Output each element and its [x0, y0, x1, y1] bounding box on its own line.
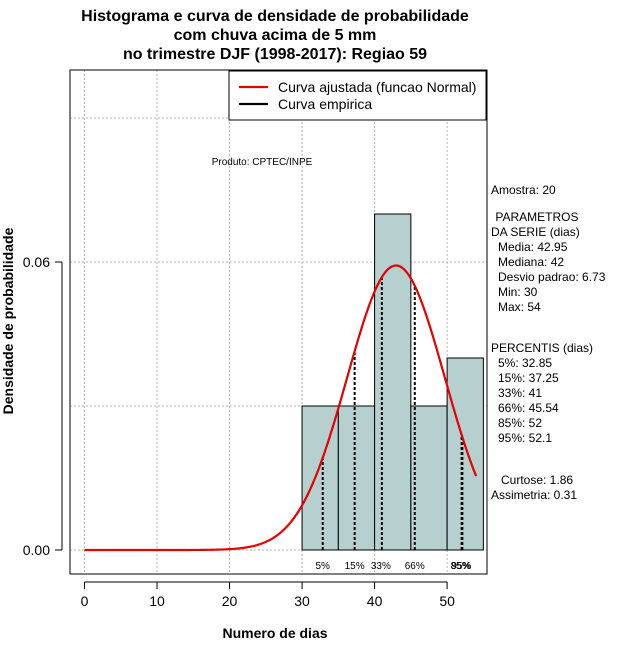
- y-tick-label-1: 0.06: [23, 254, 50, 270]
- histogram-bar-3: [410, 405, 448, 551]
- chart-title-line-3: no trimestre DJF (1998-2017): Regiao 59: [123, 46, 427, 63]
- legend: Curva ajustada (funcao Normal) Curva emp…: [228, 70, 487, 121]
- pct-5: 5%: 32.85: [498, 356, 552, 370]
- x-tick-label-3: 30: [294, 593, 310, 609]
- legend-label-fitted: Curva ajustada (funcao Normal): [278, 79, 476, 95]
- histogram-bar-2: [374, 213, 412, 551]
- pct-66: 66%: 45.54: [498, 401, 559, 415]
- percentile-label-0: 5%: [316, 561, 331, 572]
- x-tick-label-2: 20: [222, 593, 238, 609]
- sample-size: Amostra: 20: [491, 183, 556, 197]
- pct-85: 85%: 52: [498, 416, 542, 430]
- plot-frame: [69, 69, 488, 575]
- stat-mean: Media: 42.95: [498, 240, 568, 254]
- product-annotation: Produto: CPTEC/INPE: [212, 157, 313, 168]
- stat-skewness: Assimetria: 0.31: [491, 488, 577, 502]
- x-axis: 0 10 20 30 40 50: [81, 581, 455, 609]
- x-tick-label-4: 40: [367, 593, 383, 609]
- pct-33: 33%: 41: [498, 386, 542, 400]
- chart-title-line-2: com chuva acima de 5 mm: [174, 27, 377, 44]
- histogram-bar-1: [337, 405, 376, 551]
- x-tick-label-1: 10: [149, 593, 165, 609]
- params-heading: PARAMETROS: [492, 210, 578, 224]
- legend-box: [228, 70, 487, 121]
- y-axis: 0.00 0.06: [23, 254, 63, 558]
- y-axis-label: Densidade de probabilidade: [0, 227, 16, 414]
- x-tick-label-0: 0: [81, 593, 89, 609]
- histogram-bar-4: [446, 357, 484, 551]
- stat-sd: Desvio padrao: 6.73: [498, 270, 606, 284]
- percentile-label-4: 85%: [451, 561, 471, 572]
- chart-title-line-1: Histograma e curva de densidade de proba…: [81, 8, 469, 25]
- legend-label-empirical: Curva empirica: [278, 96, 372, 112]
- statistics-panel: Amostra: 20 PARAMETROS DA SERIE (dias) M…: [491, 183, 606, 502]
- percentile-labels: 5% 15% 33% 66% 85%95%: [316, 561, 472, 572]
- stat-median: Mediana: 42: [498, 255, 564, 269]
- x-tick-label-5: 50: [439, 593, 455, 609]
- pct-15: 15%: 37.25: [498, 371, 559, 385]
- histogram-bars: [301, 213, 484, 551]
- percentile-lines: [321, 277, 464, 550]
- stat-min: Min: 30: [498, 285, 538, 299]
- fitted-normal-curve: [84, 264, 478, 552]
- percentiles-heading: PERCENTIS (dias): [491, 341, 593, 355]
- params-subheading: DA SERIE (dias): [491, 225, 580, 239]
- stat-kurtosis: Curtose: 1.86: [501, 473, 573, 487]
- percentile-label-1: 15%: [345, 561, 365, 572]
- percentile-label-2: 33%: [371, 561, 391, 572]
- pct-95: 95%: 52.1: [498, 431, 552, 445]
- percentile-label-5: 95%: [451, 561, 471, 572]
- y-tick-label-0: 0.00: [23, 542, 50, 558]
- x-axis-label: Numero de dias: [222, 625, 327, 641]
- stat-max: Max: 54: [498, 300, 541, 314]
- percentile-label-3: 66%: [405, 561, 425, 572]
